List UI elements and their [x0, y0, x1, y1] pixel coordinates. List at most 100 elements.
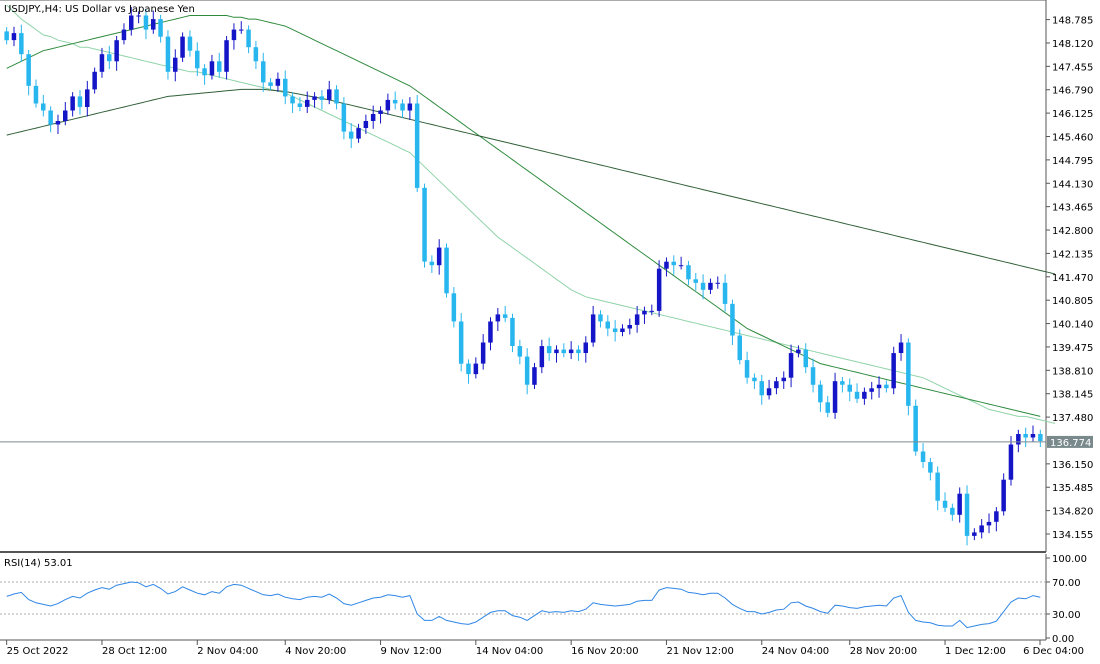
candle-body: [869, 388, 874, 392]
price-tick-label: 143.465: [1052, 203, 1093, 214]
candle: [348, 123, 354, 149]
candle-body: [862, 391, 867, 399]
candle: [869, 381, 874, 400]
price-axis: 148.785 148.120 147.455 146.790 146.125 145.4…: [1046, 16, 1093, 541]
price-tick-label: 144.795: [1052, 156, 1093, 167]
candle: [202, 64, 207, 85]
candle-body: [634, 314, 640, 325]
candle: [744, 351, 750, 384]
candle-body: [715, 282, 720, 284]
current-price-tag: [1047, 435, 1093, 448]
candle-body: [129, 15, 134, 30]
candle: [884, 380, 889, 393]
candle: [436, 239, 442, 275]
candle-body: [678, 265, 684, 267]
candle: [151, 10, 156, 34]
candle: [1008, 436, 1014, 486]
candle-body: [627, 325, 632, 329]
price-tick-label: 134.155: [1052, 530, 1093, 541]
time-tick-label: 16 Nov 20:00: [571, 646, 638, 657]
candle: [19, 24, 24, 62]
candle-body: [261, 61, 266, 83]
candle: [1001, 473, 1006, 516]
candle-body: [766, 388, 772, 396]
candle: [891, 346, 896, 395]
moving-averages: [6, 4, 1056, 424]
rsi-title: RSI(14) 53.01: [4, 558, 73, 569]
price-tick-label: 148.120: [1052, 39, 1093, 50]
candle-body: [612, 328, 618, 332]
candle-body: [561, 349, 566, 354]
time-tick-label: 4 Nov 20:00: [285, 646, 346, 657]
candle-body: [4, 31, 9, 41]
rsi-tick-label: 0.00: [1052, 634, 1074, 645]
candle: [107, 45, 112, 69]
candle-body: [774, 381, 779, 389]
candle-body: [656, 268, 662, 311]
candle: [524, 348, 530, 395]
candle: [488, 317, 493, 351]
candle-body: [363, 121, 369, 128]
candle: [4, 27, 9, 45]
candle: [1030, 425, 1036, 442]
candle: [898, 334, 904, 361]
candle-body: [334, 89, 339, 104]
candle-body: [568, 349, 574, 354]
candle: [136, 11, 141, 24]
time-tick-label: 6 Dec 04:00: [1023, 646, 1084, 657]
candle: [26, 50, 31, 96]
price-tick-label: 146.125: [1052, 109, 1093, 120]
candle-body: [1016, 434, 1021, 445]
candle: [495, 308, 501, 331]
rsi-tick-label: 70.00: [1052, 578, 1081, 589]
candle-body: [107, 54, 112, 62]
price-tick-label: 144.130: [1052, 179, 1093, 190]
candle: [217, 52, 222, 78]
candle-body: [730, 303, 735, 336]
candle: [803, 343, 808, 374]
candle: [950, 503, 955, 521]
candle-body: [407, 103, 413, 111]
candle-body: [33, 85, 39, 104]
rsi-tick-label: 30.00: [1052, 610, 1081, 621]
candle-body: [986, 521, 992, 526]
candle: [715, 276, 720, 289]
candle: [788, 344, 794, 388]
candle: [187, 30, 193, 57]
candle-body: [55, 121, 61, 125]
candle-body: [63, 110, 68, 121]
candle-body: [1038, 434, 1043, 441]
candle-body: [803, 349, 808, 368]
candle-body: [708, 282, 713, 290]
candle-body: [231, 29, 237, 41]
candle: [906, 338, 911, 416]
candle: [158, 14, 163, 43]
candle: [246, 25, 251, 54]
candle-body: [136, 15, 141, 17]
candle: [546, 337, 552, 361]
candle-body: [671, 261, 676, 266]
candle: [121, 23, 127, 45]
candle-body: [400, 103, 405, 111]
candle-body: [752, 377, 757, 382]
candle: [766, 379, 772, 400]
candle-body: [693, 279, 698, 283]
candle: [986, 513, 992, 534]
candle-body: [19, 33, 24, 55]
candle: [400, 99, 405, 119]
ma-fast-line: [6, 4, 1056, 424]
candle-body: [759, 381, 764, 396]
candle-body: [884, 384, 889, 389]
candle-body: [246, 29, 251, 48]
candle-body: [664, 261, 669, 269]
candle-body: [341, 103, 347, 132]
candle-body: [554, 349, 559, 354]
candle: [752, 373, 757, 389]
candle: [605, 315, 610, 337]
price-tick-label: 142.135: [1052, 249, 1093, 260]
candle-body: [950, 507, 955, 515]
candle-body: [576, 349, 581, 354]
candle: [942, 492, 948, 513]
candle: [517, 339, 523, 365]
candle: [554, 345, 559, 363]
